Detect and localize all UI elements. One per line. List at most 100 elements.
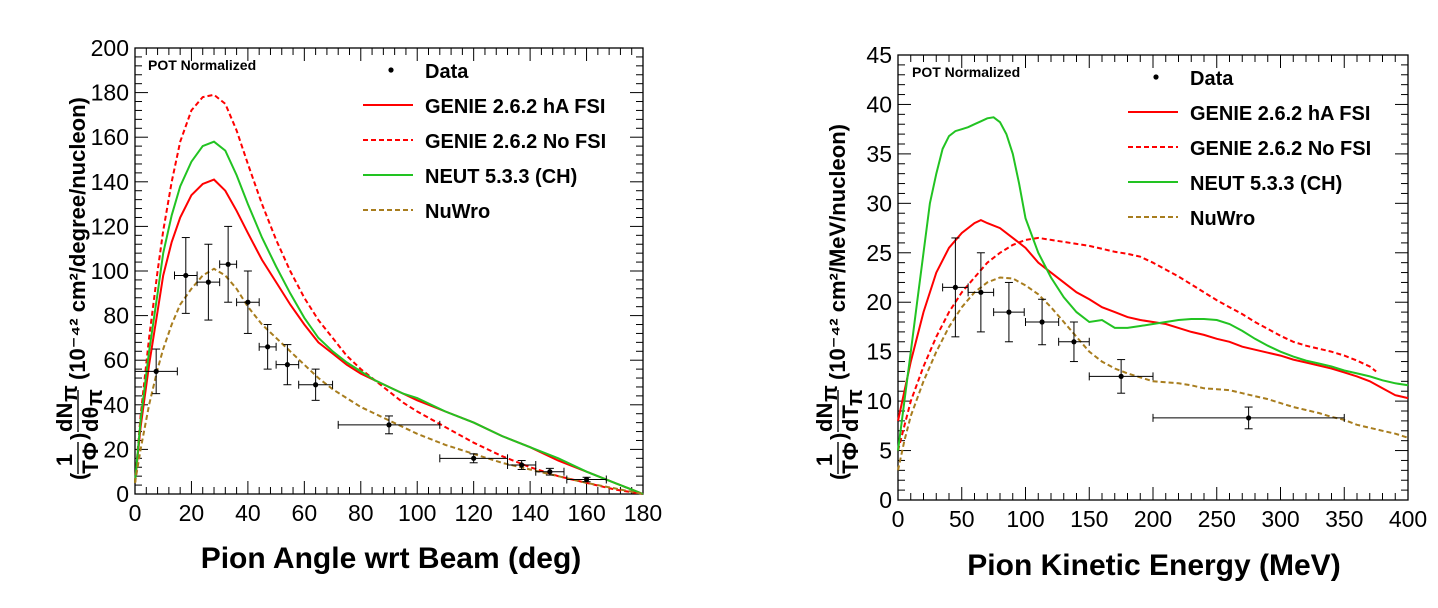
legend: Data GENIE 2.6.2 hA FSI GENIE 2.6.2 No FSI…	[1128, 68, 1371, 230]
y-title-numerator-one: 1	[52, 454, 77, 466]
y-title-paren-close: )	[826, 433, 851, 440]
x-tick-label: 150	[1070, 506, 1108, 532]
data-marker	[183, 272, 189, 279]
data-point	[219, 225, 238, 303]
legend-label: GENIE 2.6.2 No FSI	[425, 131, 606, 153]
y-title-units: (10⁻⁴² cm²/MeV/nucleon)	[825, 124, 850, 380]
data-marker	[265, 344, 271, 350]
data-marker	[313, 382, 319, 388]
data-point	[942, 237, 969, 338]
data-point	[507, 460, 537, 470]
x-tick-label: 0	[129, 500, 142, 526]
x-tick-label: 80	[348, 500, 374, 526]
y-tick-label: 35	[866, 141, 892, 167]
pion-energy-panel: 0 50 100 150 200 250 300 350 400 0 5 10 15 20 25 30 35 40…	[812, 42, 1427, 582]
legend: Data GENIE 2.6.2 hA FSI GENIE 2.6.2 No FSI…	[363, 61, 606, 223]
legend-label: NEUT 5.3.3 (CH)	[1190, 173, 1342, 195]
y-tick-label: 200	[91, 35, 129, 61]
pot-normalized-label: POT Normalized	[148, 57, 256, 73]
x-tick-label: 50	[949, 506, 975, 532]
y-title-dx-subscript: π	[842, 389, 867, 406]
x-tick-label: 140	[511, 500, 549, 526]
data-marker	[1246, 415, 1252, 421]
data-marker	[153, 368, 159, 374]
data-point	[1058, 321, 1090, 363]
x-tick-label: 0	[892, 506, 905, 532]
y-tick-label: 10	[866, 388, 892, 414]
x-tick-label: 400	[1389, 506, 1427, 532]
x-tick-label: 60	[292, 500, 318, 526]
y-tick-label: 45	[866, 42, 892, 68]
x-tick-label: 200	[1134, 506, 1172, 532]
y-title-units: (10⁻⁴² cm²/degree/nucleon)	[65, 97, 90, 380]
y-tick-label: 0	[879, 487, 892, 513]
legend-marker-data	[1153, 74, 1159, 80]
y-title-denominator-tphi: TΦ	[78, 442, 103, 474]
data-marker	[1006, 309, 1012, 315]
x-tick-label: 160	[567, 500, 605, 526]
legend-label: GENIE 2.6.2 hA FSI	[425, 96, 605, 118]
data-point	[337, 415, 441, 435]
data-marker	[245, 299, 251, 305]
series-line-genie_nofsi	[897, 236, 1377, 451]
series-line-genie_ha	[897, 218, 1409, 422]
y-tick-label: 25	[866, 240, 892, 266]
y-tick-label: 20	[103, 436, 129, 462]
data-point	[967, 252, 995, 333]
data-marker	[583, 476, 590, 483]
series-line-genie_ha	[134, 178, 644, 495]
x-tick-label: 20	[179, 500, 205, 526]
series-line-nuwro	[134, 267, 644, 495]
legend-label: Data	[1190, 68, 1234, 90]
x-tick-label: 40	[235, 500, 261, 526]
data-point	[174, 237, 198, 314]
y-title-dn: dN	[812, 403, 837, 432]
x-tick-label: 300	[1261, 506, 1299, 532]
pion-angle-panel: 0 20 40 60 80 100 120 140 160 180 0 20 40 60 80 100 120 1…	[52, 35, 662, 575]
data-marker	[952, 284, 958, 290]
data-point	[1025, 298, 1060, 346]
legend-marker-data	[388, 67, 394, 73]
x-tick-label: 120	[454, 500, 492, 526]
y-tick-label: 5	[879, 438, 892, 464]
data-point	[1088, 359, 1154, 394]
pot-normalized-label: POT Normalized	[912, 64, 1020, 80]
data-marker	[471, 455, 477, 461]
data-point	[993, 281, 1025, 343]
x-tick-label: 100	[398, 500, 436, 526]
data-marker	[519, 462, 525, 468]
x-tick-label: 350	[1325, 506, 1363, 532]
x-axis-title: Pion Kinetic Energy (MeV)	[967, 549, 1340, 582]
legend-label: Data	[425, 61, 469, 83]
y-tick-label: 100	[91, 258, 129, 284]
y-tick-label: 20	[866, 289, 892, 315]
data-marker	[205, 279, 211, 285]
y-title-paren-open: (	[826, 472, 851, 480]
y-tick-label: 30	[866, 190, 892, 216]
legend-label: NEUT 5.3.3 (CH)	[425, 166, 577, 188]
data-point	[439, 453, 509, 464]
data-point	[275, 344, 300, 386]
legend-label: NuWro	[1190, 208, 1255, 230]
legend-label: GENIE 2.6.2 No FSI	[1190, 138, 1371, 160]
data-point	[535, 467, 565, 476]
data-marker	[386, 422, 392, 428]
y-tick-label: 140	[91, 169, 129, 195]
legend-label: GENIE 2.6.2 hA FSI	[1190, 103, 1370, 125]
y-title-numerator-one: 1	[812, 454, 837, 466]
y-title-dx: dθ	[78, 407, 103, 432]
legend-label: NuWro	[425, 201, 490, 223]
y-tick-label: 15	[866, 339, 892, 365]
y-tick-label: 180	[91, 80, 129, 106]
y-title-dx: dT	[838, 405, 863, 432]
x-tick-label: 250	[1198, 506, 1236, 532]
data-marker	[1071, 339, 1077, 345]
data-marker	[225, 261, 231, 267]
y-title-dn: dN	[52, 403, 77, 432]
y-tick-label: 40	[866, 91, 892, 117]
y-title-paren-close: )	[66, 433, 91, 440]
y-title-dn-subscript: π	[817, 385, 842, 402]
data-marker	[1039, 319, 1045, 325]
